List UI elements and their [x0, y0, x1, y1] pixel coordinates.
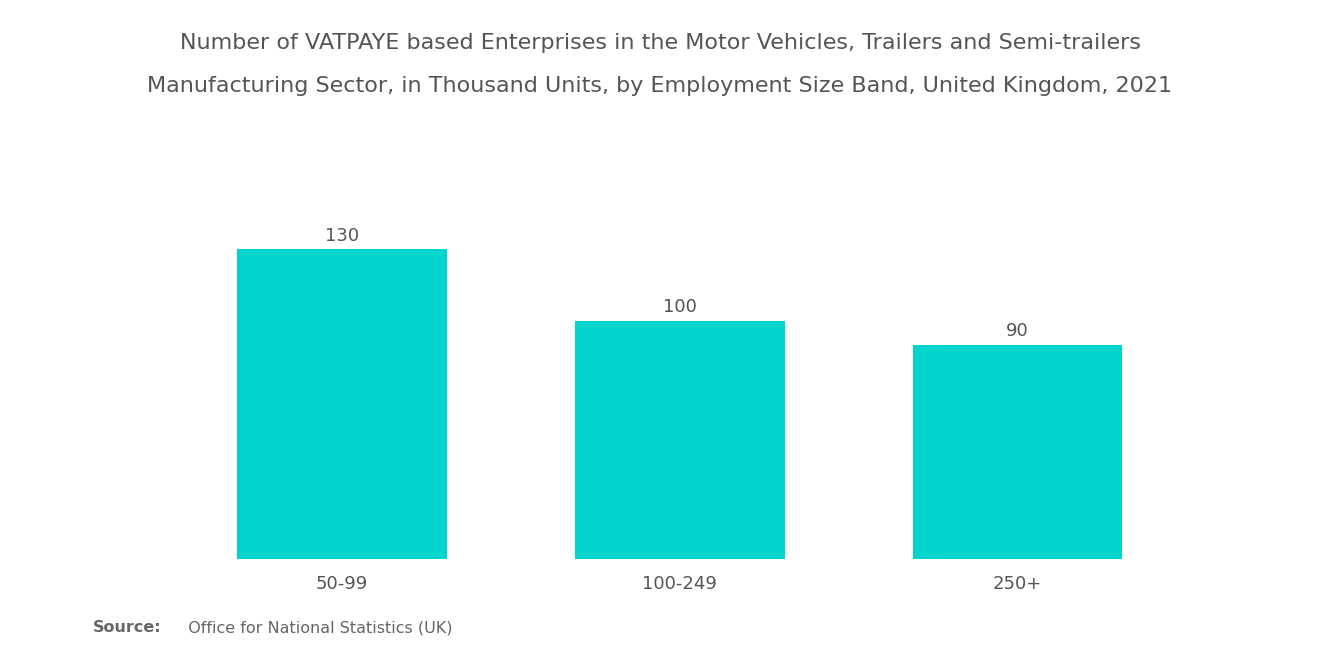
Bar: [576, 321, 784, 559]
Text: Manufacturing Sector, in Thousand Units, by Employment Size Band, United Kingdom: Manufacturing Sector, in Thousand Units,…: [148, 76, 1172, 96]
Text: Source:: Source:: [92, 620, 161, 635]
Text: Number of VATPAYE based Enterprises in the Motor Vehicles, Trailers and Semi-tra: Number of VATPAYE based Enterprises in t…: [180, 33, 1140, 53]
Bar: [238, 249, 446, 559]
Text: 90: 90: [1006, 322, 1028, 340]
Text: Office for National Statistics (UK): Office for National Statistics (UK): [178, 620, 453, 635]
Text: 130: 130: [325, 227, 359, 245]
Bar: [913, 344, 1122, 559]
Text: 100: 100: [663, 298, 697, 316]
